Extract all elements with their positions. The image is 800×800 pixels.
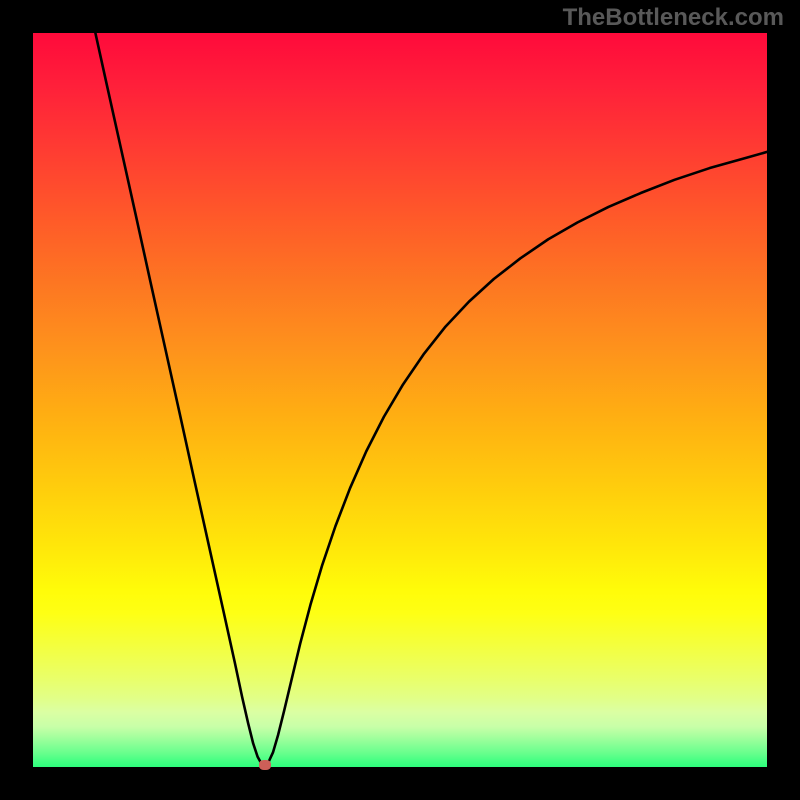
plot-area [33,33,767,767]
watermark-label: TheBottleneck.com [563,4,784,32]
chart-canvas: TheBottleneck.com [0,0,800,800]
optimum-marker [259,760,271,770]
bottleneck-curve [33,33,767,767]
